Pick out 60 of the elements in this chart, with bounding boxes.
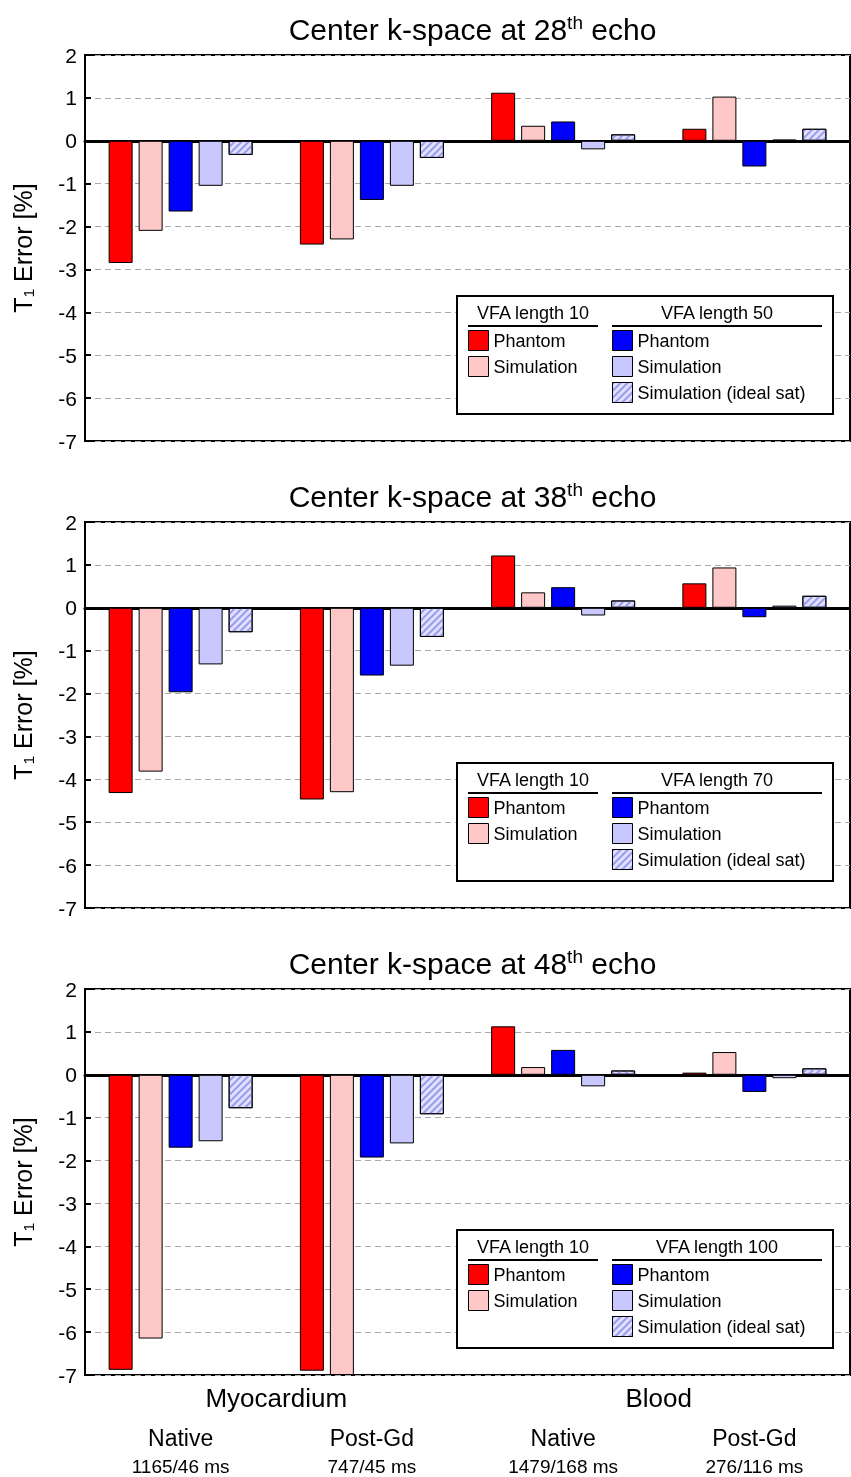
y-tick-label: -5 — [58, 810, 77, 834]
legend-label: Simulation — [637, 823, 722, 844]
x-tick-label: Native 1479/168 ms — [508, 1425, 619, 1477]
legend-label: Phantom — [637, 330, 710, 351]
y-tick-label: 0 — [65, 129, 77, 153]
legend-label: Simulation (ideal sat) — [637, 382, 806, 403]
annotation: VFA length 100 — [655, 1237, 779, 1257]
y-tick-label: -1 — [58, 1106, 77, 1130]
y-tick-label: 2 — [65, 43, 77, 67]
legend-label: Simulation — [493, 823, 578, 844]
y-tick-label: -7 — [58, 896, 77, 920]
y-tick-label: -2 — [58, 682, 77, 706]
y-tick-label: -2 — [58, 1149, 77, 1173]
y-tick-label: 1 — [65, 86, 77, 110]
y-tick-label: 2 — [65, 977, 77, 1001]
y-tick-label: -1 — [58, 172, 77, 196]
y-tick-label: 1 — [65, 553, 77, 577]
y-tick-label: -5 — [58, 1277, 77, 1301]
y-tick-label: -7 — [58, 1363, 77, 1387]
legend-label: Phantom — [637, 797, 710, 818]
y-tick-label: -5 — [58, 343, 77, 367]
y-tick-label: -4 — [58, 1234, 78, 1258]
y-tick-label: -2 — [58, 215, 77, 239]
y-tick-label: 0 — [65, 596, 77, 620]
annotation: VFA length 50 — [660, 303, 774, 323]
y-tick-label: -1 — [58, 639, 77, 663]
y-tick-label: 2 — [65, 510, 77, 534]
x-tick-label: Native 1165/46 ms — [131, 1425, 230, 1477]
y-tick-label: -6 — [58, 386, 77, 410]
annotation: VFA length 10 — [476, 303, 590, 323]
legend-label: Phantom — [493, 330, 566, 351]
y-tick-label: -4 — [58, 300, 78, 324]
x-tick-label: Post-Gd 276/116 ms — [705, 1425, 804, 1477]
y-tick-label: -4 — [58, 767, 78, 791]
y-axis-title: T₁ Error [%] — [8, 183, 37, 313]
y-axis-title: T₁ Error [%] — [8, 1117, 37, 1247]
y-tick-label: -6 — [58, 1320, 77, 1344]
legend-label: Simulation (ideal sat) — [637, 1316, 806, 1337]
y-tick-label: -7 — [58, 429, 77, 453]
legend-label: Simulation (ideal sat) — [637, 849, 806, 870]
legend-label: Phantom — [493, 797, 566, 818]
x-tick-label: Post-Gd 747/45 ms — [327, 1425, 417, 1477]
annotation: VFA length 10 — [476, 1237, 590, 1257]
text: Blood — [625, 1383, 692, 1413]
text: Myocardium — [205, 1383, 348, 1413]
y-tick-label: -6 — [58, 853, 77, 877]
annotation: VFA length 10 — [476, 770, 590, 790]
legend-label: Phantom — [637, 1264, 710, 1285]
annotation: VFA length 70 — [660, 770, 774, 790]
legend-label: Phantom — [493, 1264, 566, 1285]
y-tick-label: -3 — [58, 257, 77, 281]
legend-label: Simulation — [493, 1290, 578, 1311]
legend-label: Simulation — [637, 1290, 722, 1311]
y-tick-label: 0 — [65, 1063, 77, 1087]
legend-label: Simulation — [637, 356, 722, 377]
y-tick-label: 1 — [65, 1020, 77, 1044]
y-tick-label: -3 — [58, 1191, 77, 1215]
y-tick-label: -3 — [58, 724, 77, 748]
legend-label: Simulation — [493, 356, 578, 377]
y-axis-title: T₁ Error [%] — [8, 650, 37, 780]
